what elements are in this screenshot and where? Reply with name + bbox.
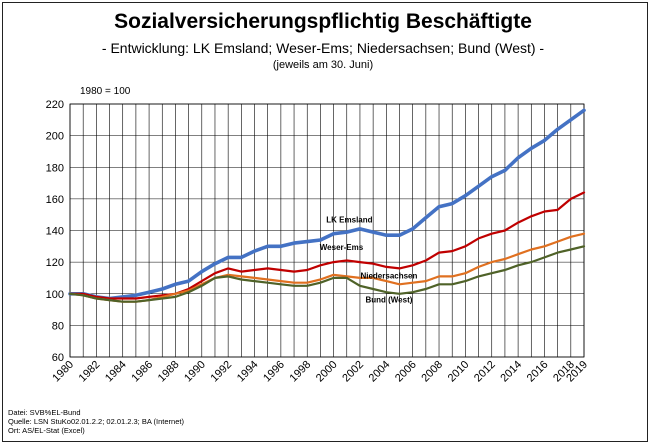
- x-tick-label: 2014: [498, 359, 524, 385]
- x-tick-label: 1998: [288, 359, 314, 385]
- series-line: [68, 245, 586, 303]
- grid: [69, 103, 585, 358]
- x-tick-label: 1994: [235, 359, 261, 385]
- series-label: Niedersachsen: [360, 272, 417, 281]
- base-year-note: 1980 = 100: [80, 86, 131, 97]
- x-tick-label: 1986: [129, 359, 155, 385]
- y-tick-label: 220: [46, 99, 64, 111]
- x-tick-label: 1992: [208, 359, 234, 385]
- x-tick-label: 2016: [525, 359, 551, 385]
- source-footer: Datei: SVB%EL-Bund Quelle: LSN StuKo02.0…: [8, 408, 184, 435]
- series-line: [68, 191, 586, 300]
- footer-file: Datei: SVB%EL-Bund: [8, 408, 81, 417]
- y-tick-label: 60: [52, 352, 64, 364]
- x-tick-label: 1982: [77, 359, 103, 385]
- y-tick-label: 160: [46, 194, 64, 206]
- footer-source: Quelle: LSN StuKo02.01.2.2; 02.01.2.3; B…: [8, 417, 184, 426]
- y-tick-label: 200: [46, 131, 64, 143]
- x-tick-label: 2008: [419, 359, 445, 385]
- x-tick-label: 1984: [103, 359, 129, 385]
- x-tick-label: 2004: [367, 359, 393, 385]
- x-tick-label: 2012: [472, 359, 498, 385]
- x-tick-label: 1988: [156, 359, 182, 385]
- plot-area-border: [69, 103, 585, 358]
- x-tick-label: 2002: [340, 359, 366, 385]
- series-labels: LK Emsland Weser-Ems Niedersachsen Bund (We…: [320, 215, 418, 304]
- x-tick-label: 2010: [446, 359, 472, 385]
- series-label: Weser-Ems: [320, 243, 364, 252]
- series-lines: [68, 108, 586, 303]
- x-tick-label: 1990: [182, 359, 208, 385]
- y-tick-label: 180: [46, 162, 64, 174]
- y-tick-label: 120: [46, 257, 64, 269]
- chart-note: (jeweils am 30. Juni): [272, 59, 374, 71]
- y-tick-label: 100: [46, 289, 64, 301]
- chart-subtitle: - Entwicklung: LK Emsland; Weser-Ems; Ni…: [101, 40, 545, 56]
- y-tick-label: 140: [46, 226, 64, 238]
- x-tick-label: 2000: [314, 359, 340, 385]
- x-tick-label: 2006: [393, 359, 419, 385]
- x-tick-label: 1996: [261, 359, 287, 385]
- series-label: LK Emsland: [326, 215, 372, 224]
- footer-location: Ort: AS/EL-Stat (Excel): [8, 426, 85, 435]
- series-label: Bund (West): [365, 295, 412, 304]
- chart-title: Sozialversicherungspflichtig Beschäftigt…: [114, 10, 532, 33]
- series-line: [68, 108, 586, 301]
- y-tick-label: 80: [52, 320, 64, 332]
